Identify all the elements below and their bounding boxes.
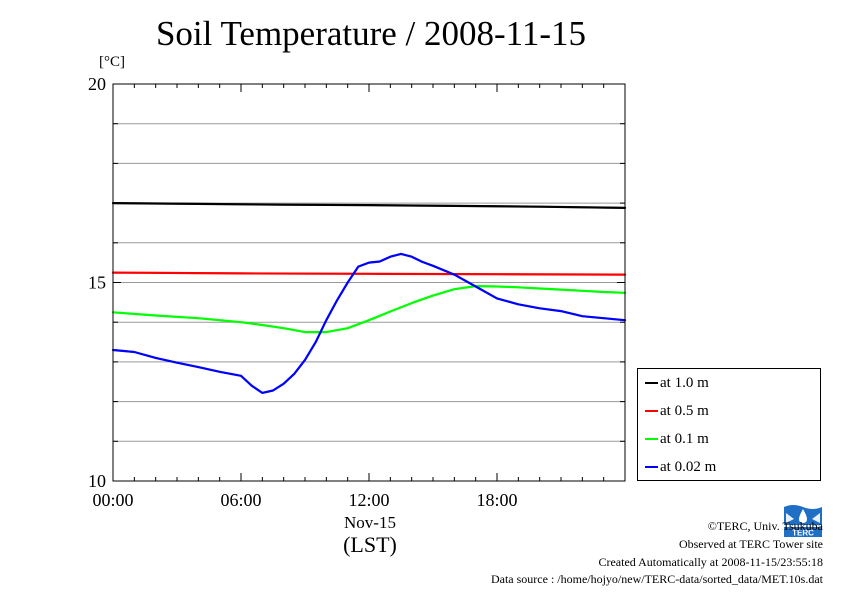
legend-swatch-0-1m xyxy=(645,438,658,440)
series-line-3 xyxy=(111,252,627,394)
legend-label-0-02m: at 0.02 m xyxy=(660,459,717,475)
legend-item-1m: at 1.0 m xyxy=(645,373,709,393)
chart-title: Soil Temperature / 2008-11-15 xyxy=(155,14,587,53)
footer-created: Created Automatically at 2008-11-15/23:5… xyxy=(598,555,823,569)
series-line-0 xyxy=(111,202,627,209)
legend-swatch-0-02m xyxy=(645,466,658,468)
axis-ticks: 10 15 20 00:00 06:00 12:00 18:00 xyxy=(88,74,626,510)
x-tick-label: 06:00 xyxy=(220,490,261,510)
footer-observed: Observed at TERC Tower site xyxy=(678,537,823,551)
footer-copyright: ©TERC, Univ. Tsukuba xyxy=(707,519,823,533)
legend-item-0-02m: at 0.02 m xyxy=(645,457,716,477)
series-line-1 xyxy=(111,271,627,276)
logo-text: TERC xyxy=(792,529,814,538)
legend-label-0-1m: at 0.1 m xyxy=(660,431,709,447)
legend-swatch-0-5m xyxy=(645,410,658,412)
legend-item-0-5m: at 0.5 m xyxy=(645,401,709,421)
y-axis-unit: [°C] xyxy=(99,54,125,70)
x-tick-label: 00:00 xyxy=(92,490,133,510)
x-tick-label: 18:00 xyxy=(476,490,517,510)
legend-label-1m: at 1.0 m xyxy=(660,375,709,391)
legend-item-0-1m: at 0.1 m xyxy=(645,429,709,449)
terc-logo-icon: TERC xyxy=(782,503,824,539)
footer-source: Data source : /home/hojyo/new/TERC-data/… xyxy=(490,572,823,586)
x-axis-timezone-label: (LST) xyxy=(343,532,397,557)
x-tick-label: 12:00 xyxy=(348,490,389,510)
y-tick-label: 15 xyxy=(88,273,106,293)
series-lines xyxy=(111,202,627,394)
grid-lines xyxy=(113,123,625,442)
legend: at 1.0 m at 0.5 m at 0.1 m at 0.02 m xyxy=(637,368,821,481)
legend-label-0-5m: at 0.5 m xyxy=(660,403,709,419)
y-tick-label: 10 xyxy=(88,471,106,491)
legend-swatch-1m xyxy=(645,382,658,384)
y-tick-label: 20 xyxy=(88,74,106,94)
series-line-2 xyxy=(111,285,627,334)
x-axis-date-label: Nov-15 xyxy=(344,513,396,532)
